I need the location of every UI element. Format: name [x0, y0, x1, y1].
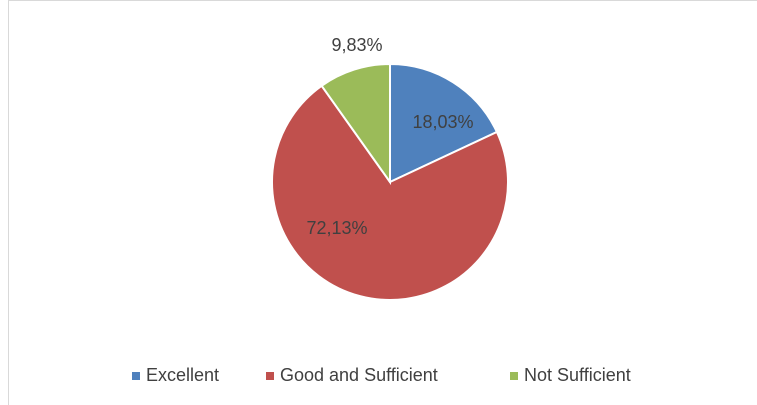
pie-slice [389, 62, 499, 184]
legend-label: Good and Sufficient [280, 365, 438, 385]
pie-slice [320, 62, 391, 186]
legend-swatch [132, 372, 140, 380]
legend-label: Not Sufficient [524, 365, 631, 385]
pie-slice [271, 84, 509, 301]
data-label: 18,03% [412, 112, 473, 132]
data-label: 9,83% [331, 35, 382, 55]
legend-label: Excellent [146, 365, 219, 385]
legend-swatch [266, 372, 274, 380]
data-label: 72,13% [306, 218, 367, 238]
legend-swatch [510, 372, 518, 380]
